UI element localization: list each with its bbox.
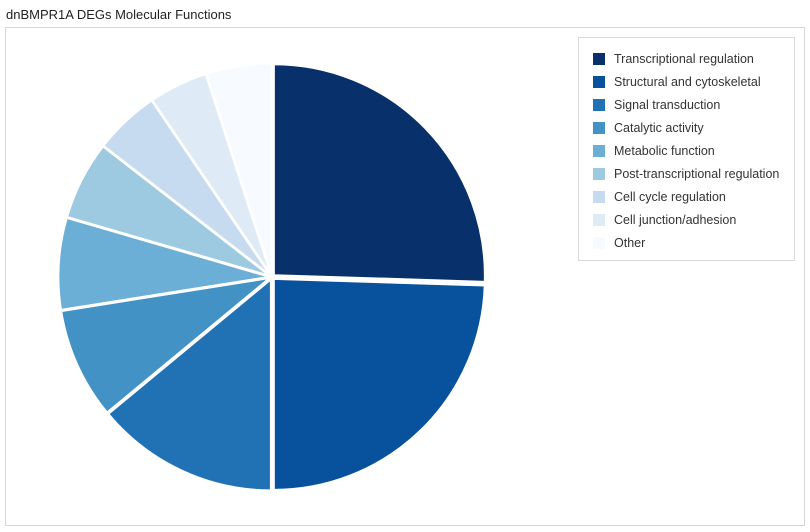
legend-label: Structural and cytoskeletal: [614, 74, 761, 89]
legend-item[interactable]: Structural and cytoskeletal: [579, 70, 794, 93]
legend-item[interactable]: Transcriptional regulation: [579, 47, 794, 70]
legend-swatch: [593, 190, 605, 203]
legend-swatch: [593, 98, 605, 111]
legend-label: Signal transduction: [614, 97, 721, 112]
legend-swatch: [593, 121, 605, 134]
chart-title: dnBMPR1A DEGs Molecular Functions: [6, 7, 232, 22]
legend-swatch: [593, 213, 605, 226]
legend-item[interactable]: Signal transduction: [579, 93, 794, 116]
legend-item[interactable]: Cell junction/adhesion: [579, 208, 794, 231]
legend-swatch: [593, 167, 605, 180]
pie-slice-structural-and-cytoskeletal[interactable]: [272, 277, 486, 491]
legend-label: Catalytic activity: [614, 120, 704, 135]
pie-slice-catalytic-activity[interactable]: [60, 276, 274, 414]
legend-label: Cell junction/adhesion: [614, 212, 737, 227]
legend-label: Post-transcriptional regulation: [614, 166, 780, 181]
pie-slice-other[interactable]: [205, 62, 273, 275]
legend-item[interactable]: Post-transcriptional regulation: [579, 162, 794, 185]
legend-swatch: [593, 144, 605, 157]
legend-item[interactable]: Catalytic activity: [579, 116, 794, 139]
legend-label: Cell cycle regulation: [614, 189, 726, 204]
legend-item[interactable]: Metabolic function: [579, 139, 794, 162]
legend-label: Transcriptional regulation: [614, 51, 754, 66]
legend-label: Other: [614, 235, 646, 250]
pie-slice-signal-transduction[interactable]: [106, 277, 272, 492]
legend-label: Metabolic function: [614, 143, 715, 158]
legend-swatch: [593, 75, 605, 88]
pie-slice-transcriptional-regulation[interactable]: [272, 63, 486, 283]
legend-item[interactable]: Other: [579, 231, 794, 254]
legend-item[interactable]: Cell cycle regulation: [579, 185, 794, 208]
legend-swatch: [593, 52, 605, 65]
chart-legend: Transcriptional regulation Structural an…: [578, 37, 795, 261]
legend-swatch: [593, 236, 605, 249]
pie-slice-metabolic-function[interactable]: [57, 216, 270, 311]
